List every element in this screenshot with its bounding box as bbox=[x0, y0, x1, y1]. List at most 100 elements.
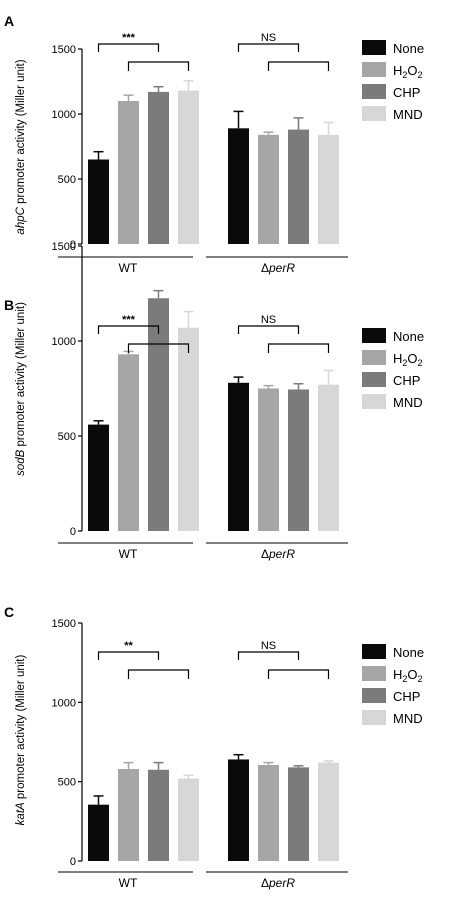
legend-label-text: MND bbox=[393, 711, 423, 726]
legend-label-sub: 2 bbox=[418, 358, 423, 368]
y-tick-label: 0 bbox=[70, 239, 76, 251]
group-label: WT bbox=[119, 261, 138, 275]
y-tick-label: 1500 bbox=[52, 618, 76, 630]
y-axis-label-gene: ahpC bbox=[15, 206, 27, 234]
y-axis-label: katA promoter activity (Miller unit) bbox=[15, 655, 27, 826]
y-axis-label: sodB promoter activity (Miller unit) bbox=[15, 302, 27, 476]
legend-label-sub: 2 bbox=[402, 358, 407, 368]
legend-label-text: H bbox=[393, 351, 402, 366]
bar-A-g0-b2 bbox=[148, 91, 169, 245]
legend-label-sub: 2 bbox=[402, 70, 407, 80]
legend-label-sub: 2 bbox=[402, 674, 407, 684]
bar-A-g1-b0 bbox=[228, 128, 249, 244]
legend-label-text: CHP bbox=[393, 85, 420, 100]
legend-label: MND bbox=[393, 711, 423, 726]
group-label: WT bbox=[119, 547, 138, 561]
y-axis-label: ahpC promoter activity (Miller unit) bbox=[15, 59, 27, 234]
legend-label: H2O2 bbox=[393, 667, 423, 684]
legend-swatch bbox=[362, 372, 386, 387]
bar-B-g0-b2 bbox=[148, 298, 169, 531]
bar-A-g0-b1 bbox=[118, 101, 139, 244]
legend-swatch bbox=[362, 350, 386, 365]
group-label: ΔperR bbox=[261, 547, 295, 561]
legend-swatch bbox=[362, 62, 386, 77]
legend-label: CHP bbox=[393, 689, 420, 704]
y-axis-label-gene: katA bbox=[15, 802, 27, 825]
legend-label: MND bbox=[393, 107, 423, 122]
legend: None H2O2 CHP MND bbox=[362, 40, 424, 122]
significance-bracket bbox=[267, 61, 330, 71]
group-label-text: WT bbox=[119, 261, 138, 275]
legend-label-text: MND bbox=[393, 107, 423, 122]
significance-bracket bbox=[237, 325, 300, 334]
group-label: ΔperR bbox=[261, 261, 295, 275]
bar-A-g0-b3 bbox=[178, 90, 199, 244]
significance-label: NS bbox=[261, 314, 276, 326]
legend-label-text: MND bbox=[393, 395, 423, 410]
legend-label: H2O2 bbox=[393, 63, 423, 80]
legend-swatch bbox=[362, 106, 386, 121]
bar-B-g1-b3 bbox=[318, 384, 339, 531]
significance-bracket bbox=[127, 669, 190, 679]
y-tick-label: 500 bbox=[58, 431, 76, 443]
legend-swatch bbox=[362, 394, 386, 409]
bar-C-g0-b0 bbox=[88, 804, 109, 861]
legend-label-text: None bbox=[393, 329, 424, 344]
bar-B-g1-b2 bbox=[288, 389, 309, 531]
legend-label-text: CHP bbox=[393, 689, 420, 704]
significance-label: ** bbox=[124, 640, 133, 652]
bar-C-g0-b3 bbox=[178, 778, 199, 861]
group-label-text: perR bbox=[268, 876, 295, 890]
bar-C-g1-b3 bbox=[318, 762, 339, 861]
y-tick-label: 1000 bbox=[52, 109, 76, 121]
y-tick-label: 0 bbox=[70, 856, 76, 868]
group-label-text: perR bbox=[268, 261, 295, 275]
y-axis-label-text: promoter activity (Miller unit) bbox=[15, 302, 27, 450]
legend-label-text: None bbox=[393, 645, 424, 660]
group-label-text: WT bbox=[119, 876, 138, 890]
group-label: WT bbox=[119, 876, 138, 890]
bar-C-g0-b2 bbox=[148, 769, 169, 861]
y-tick-label: 1500 bbox=[52, 241, 76, 253]
bar-C-g1-b0 bbox=[228, 759, 249, 861]
legend: None H2O2 CHP MND bbox=[362, 644, 424, 726]
significance-bracket bbox=[127, 343, 190, 353]
group-label-prefix: Δ bbox=[261, 261, 269, 275]
legend-swatch bbox=[362, 644, 386, 659]
bar-A-g1-b2 bbox=[288, 129, 309, 244]
legend-label-text: O bbox=[407, 351, 417, 366]
y-tick-label: 1000 bbox=[52, 336, 76, 348]
bar-A-g1-b3 bbox=[318, 134, 339, 244]
significance-bracket bbox=[97, 651, 160, 660]
y-tick-label: 500 bbox=[58, 777, 76, 789]
significance-bracket bbox=[237, 651, 300, 660]
y-tick-label: 0 bbox=[70, 526, 76, 538]
bar-A-g1-b1 bbox=[258, 134, 279, 244]
significance-label: *** bbox=[122, 314, 136, 326]
bar-C-g1-b2 bbox=[288, 767, 309, 861]
y-tick-label: 1000 bbox=[52, 697, 76, 709]
legend-swatch bbox=[362, 84, 386, 99]
legend-label-text: O bbox=[407, 63, 417, 78]
bar-B-g0-b1 bbox=[118, 354, 139, 531]
legend-label: None bbox=[393, 41, 424, 56]
legend-label-text: None bbox=[393, 41, 424, 56]
bar-C-g0-b1 bbox=[118, 768, 139, 861]
legend-label-text: H bbox=[393, 63, 402, 78]
panel-letter: A bbox=[4, 13, 14, 29]
significance-bracket bbox=[267, 343, 330, 353]
significance-label: NS bbox=[261, 640, 276, 652]
significance-label: NS bbox=[261, 32, 276, 44]
legend-swatch bbox=[362, 666, 386, 681]
legend-swatch bbox=[362, 688, 386, 703]
group-label-text: WT bbox=[119, 547, 138, 561]
y-axis-label-text: promoter activity (Miller unit) bbox=[15, 59, 27, 207]
y-axis-label-gene: sodB bbox=[15, 449, 27, 476]
y-tick-label: 500 bbox=[58, 174, 76, 186]
legend-label: MND bbox=[393, 395, 423, 410]
panel-letter: B bbox=[4, 297, 14, 313]
significance-label: *** bbox=[122, 32, 136, 44]
chart-panel-A: A 0 500 1000 1500 ahpC promoter activity (Mil… bbox=[4, 13, 424, 275]
